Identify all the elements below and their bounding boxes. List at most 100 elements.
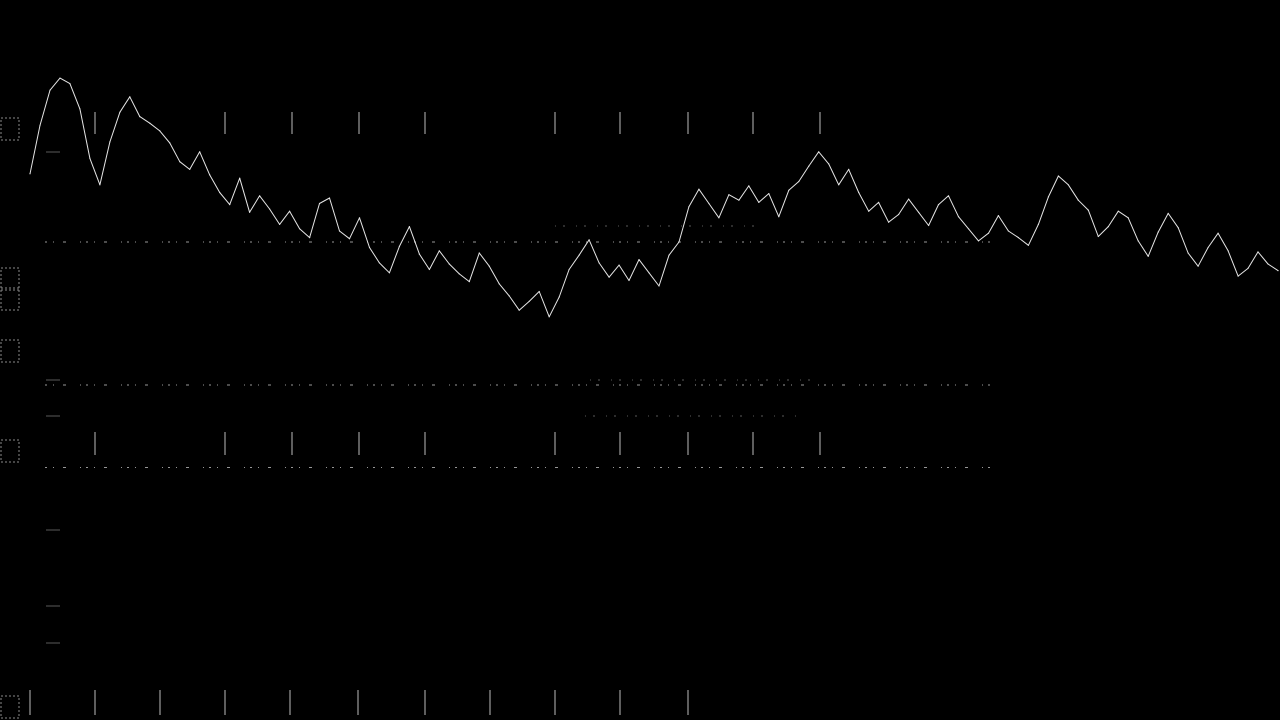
- data-point: [1137, 240, 1139, 242]
- data-point: [928, 224, 930, 227]
- data-point: [49, 89, 51, 91]
- data-point: [1247, 267, 1249, 269]
- data-point: [39, 124, 41, 126]
- data-point: [348, 238, 351, 240]
- data-point: [648, 272, 650, 274]
- data-point: [1237, 275, 1239, 277]
- data-point: [129, 96, 131, 98]
- data-point: [828, 163, 830, 165]
- data-point: [418, 253, 420, 255]
- edge-label-fragment-4: [0, 439, 20, 463]
- data-point: [798, 180, 800, 183]
- data-point: [378, 262, 380, 264]
- data-point: [908, 198, 910, 200]
- data-point: [269, 208, 271, 210]
- data-point: [189, 168, 191, 170]
- data-point: [239, 177, 241, 179]
- data-point: [428, 268, 430, 271]
- edge-label-fragment-3: [0, 339, 20, 363]
- data-point: [508, 295, 510, 297]
- data-point: [59, 77, 61, 79]
- data-point: [229, 204, 231, 206]
- data-point: [1087, 209, 1089, 211]
- data-point: [628, 279, 630, 282]
- data-point: [498, 283, 500, 285]
- data-point: [967, 228, 970, 230]
- data-point: [957, 216, 960, 218]
- data-point: [1207, 246, 1209, 249]
- data-point: [718, 217, 720, 219]
- data-point: [408, 226, 410, 228]
- data-point: [249, 211, 251, 213]
- data-point: [947, 195, 950, 197]
- data-point: [528, 300, 530, 302]
- data-point: [688, 206, 690, 208]
- data-point: [1107, 226, 1109, 228]
- data-point: [518, 309, 520, 311]
- edge-label-fragment-2: [0, 287, 20, 311]
- data-point: [1267, 263, 1269, 265]
- edge-label-fragment-0: [0, 117, 20, 141]
- data-point: [638, 259, 640, 261]
- data-point: [1067, 184, 1069, 186]
- data-point: [678, 241, 680, 243]
- data-point: [109, 141, 111, 143]
- data-point: [778, 216, 780, 218]
- data-point: [79, 108, 81, 110]
- tick-layer: [29, 112, 821, 715]
- data-point: [299, 228, 301, 230]
- data-point: [878, 201, 880, 203]
- waveform-trace: [29, 77, 1279, 318]
- data-point: [438, 250, 440, 252]
- data-point: [937, 204, 940, 206]
- data-point: [219, 191, 221, 194]
- data-point: [918, 211, 920, 213]
- data-point: [1127, 217, 1129, 219]
- data-point: [99, 184, 101, 186]
- data-point: [388, 272, 390, 274]
- data-point: [588, 239, 590, 241]
- data-point: [1227, 250, 1229, 252]
- data-point: [139, 116, 141, 118]
- data-point: [488, 265, 490, 267]
- data-point: [149, 122, 151, 124]
- data-point: [1217, 232, 1219, 234]
- data-point: [448, 263, 450, 265]
- data-point: [558, 296, 560, 298]
- edge-label-fragment-1: [0, 267, 20, 291]
- data-point: [1077, 199, 1079, 201]
- data-point: [1157, 231, 1159, 233]
- data-point: [289, 210, 291, 212]
- data-point: [768, 193, 770, 195]
- data-point: [1187, 252, 1189, 254]
- data-point: [1117, 210, 1119, 212]
- data-point: [888, 221, 890, 223]
- data-point: [808, 165, 810, 167]
- data-point: [338, 230, 341, 232]
- edge-label-fragment-5: [0, 695, 20, 719]
- data-point: [1037, 223, 1039, 225]
- data-point: [209, 174, 211, 176]
- data-point: [159, 130, 161, 132]
- data-point: [977, 240, 980, 242]
- trace-layer: [29, 77, 1279, 318]
- data-point: [997, 215, 1000, 217]
- data-point: [748, 185, 750, 187]
- data-point: [169, 142, 171, 144]
- data-point: [838, 184, 840, 186]
- left-edge-markers: [0, 117, 20, 719]
- data-point: [328, 197, 331, 199]
- data-point: [259, 195, 261, 197]
- data-point: [119, 111, 121, 113]
- data-point: [1167, 212, 1169, 214]
- data-point: [89, 157, 91, 159]
- data-point: [179, 161, 181, 163]
- data-point: [279, 223, 281, 225]
- data-point: [29, 173, 31, 175]
- data-point: [318, 202, 321, 205]
- data-point: [758, 201, 760, 203]
- data-point: [1017, 237, 1020, 239]
- data-point: [658, 285, 660, 287]
